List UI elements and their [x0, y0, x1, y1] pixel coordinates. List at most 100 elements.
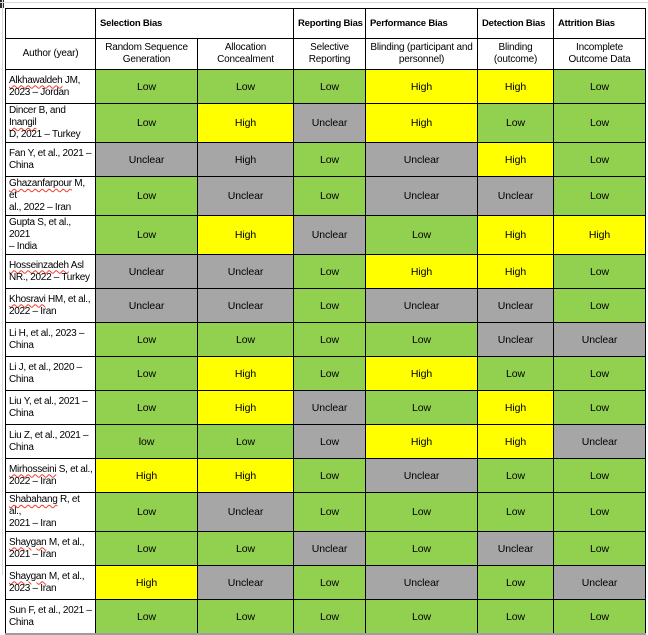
- risk-cell-low: Low: [197, 424, 294, 459]
- misspelled-word: Shabahang: [9, 494, 58, 505]
- misspelled-word: Khosravi: [9, 293, 46, 305]
- risk-cell-high: High: [95, 565, 198, 600]
- misspelled-word: Mirhosseini: [9, 463, 57, 475]
- misspelled-word: Alkhawaldeh: [9, 74, 63, 86]
- risk-cell-high: High: [477, 254, 554, 289]
- risk-cell-unclear: Unclear: [477, 322, 554, 357]
- author-text: R, et al., 2021 – Iran: [9, 494, 80, 529]
- table-row: Shaygan M, et al., 2023 – Iran High Unclea…: [5, 565, 646, 600]
- author-text: M, et al., 2022 – Iran: [9, 178, 85, 213]
- risk-cell-low: Low: [553, 356, 646, 391]
- risk-cell-unclear: Unclear: [553, 565, 646, 600]
- risk-cell-low: Low: [553, 531, 646, 566]
- risk-cell-low: Low: [553, 103, 646, 143]
- risk-cell-low: Low: [95, 356, 198, 391]
- column-header-incomplete-outcome-data: Incomplete Outcome Data: [553, 38, 646, 70]
- risk-cell-low: Low: [553, 176, 646, 216]
- table-row: Fan Y, et al., 2021 – China Unclear High Lo…: [5, 142, 646, 177]
- risk-cell-low: Low: [293, 424, 366, 459]
- risk-cell-low: Low: [95, 599, 198, 635]
- risk-cell-unclear: Unclear: [95, 254, 198, 289]
- risk-cell-low: Low: [293, 288, 366, 323]
- risk-cell-low: Low: [365, 322, 478, 357]
- table-row: Li H, et al., 2023 – China Low Low Low Low Un…: [5, 322, 646, 357]
- misspelled-word: Hosseinzadeh: [9, 259, 69, 271]
- group-attrition-bias: Attrition Bias: [553, 8, 646, 39]
- risk-cell-unclear: Unclear: [365, 565, 478, 600]
- risk-cell-low: Low: [293, 142, 366, 177]
- risk-cell-low: Low: [293, 565, 366, 600]
- risk-cell-high: High: [477, 215, 554, 255]
- risk-cell-unclear: Unclear: [477, 176, 554, 216]
- author-text: JM, 2023 – Jordan: [9, 74, 81, 98]
- risk-cell-low: Low: [365, 215, 478, 255]
- risk-cell-unclear: Unclear: [365, 142, 478, 177]
- author-cell: Dincer B, and Inangil D, 2021 – Turkey: [5, 103, 96, 143]
- group-detection-bias: Detection Bias: [477, 8, 554, 39]
- author-text: Asl NR., 2022 – Turkey: [9, 259, 90, 283]
- risk-cell-low: Low: [553, 288, 646, 323]
- risk-cell-high: High: [95, 458, 198, 493]
- risk-cell-high: High: [365, 103, 478, 143]
- author-text: Li H, et al., 2023 – China: [9, 327, 85, 351]
- author-text: Li J, et al., 2020 – China: [9, 361, 82, 385]
- risk-cell-unclear: Unclear: [293, 215, 366, 255]
- risk-cell-low: Low: [553, 390, 646, 425]
- table-row: Hosseinzadeh Asl NR., 2022 – Turkey Uncle…: [5, 254, 646, 289]
- risk-cell-unclear: Unclear: [197, 565, 294, 600]
- author-cell: Mirhosseini S, et al., 2022 – Iran: [5, 458, 96, 493]
- author-cell: Gupta S, et al., 2021 – India: [5, 215, 96, 255]
- risk-cell-high: High: [477, 390, 554, 425]
- risk-cell-low: Low: [477, 565, 554, 600]
- risk-cell-unclear: Unclear: [477, 288, 554, 323]
- risk-cell-low: Low: [553, 142, 646, 177]
- risk-cell-high: High: [197, 458, 294, 493]
- table-body: Alkhawaldeh JM, 2023 – Jordan Low Low Low Hi…: [5, 69, 646, 635]
- risk-cell-low: Low: [477, 103, 554, 143]
- author-cell: Alkhawaldeh JM, 2023 – Jordan: [5, 69, 96, 104]
- risk-cell-unclear: Unclear: [293, 531, 366, 566]
- risk-cell-unclear: Unclear: [365, 458, 478, 493]
- risk-cell-high: High: [197, 390, 294, 425]
- risk-cell-low: Low: [95, 215, 198, 255]
- author-cell: Ghazanfarpour M, et al., 2022 – Iran: [5, 176, 96, 216]
- author-year-header: Author (year): [5, 38, 96, 70]
- risk-cell-low: Low: [365, 492, 478, 532]
- risk-cell-high: High: [365, 356, 478, 391]
- risk-cell-unclear: Unclear: [293, 390, 366, 425]
- risk-cell-low: Low: [477, 458, 554, 493]
- author-text: M, et al., 2021 – Iran: [9, 536, 85, 560]
- author-text: D, 2021 – Turkey: [9, 129, 81, 140]
- risk-cell-high: High: [365, 69, 478, 104]
- author-text: Liu Z, et al., 2021 – China: [9, 429, 89, 453]
- risk-cell-low: Low: [197, 599, 294, 635]
- page-edge-top: [0, 2, 648, 3]
- risk-cell-unclear: Unclear: [553, 424, 646, 459]
- risk-cell-unclear: Unclear: [95, 142, 198, 177]
- table-row: Dincer B, and Inangil D, 2021 – Turkey Lo…: [5, 103, 646, 143]
- table-row: Alkhawaldeh JM, 2023 – Jordan Low Low Low Hi…: [5, 69, 646, 104]
- group-selection-bias: Selection Bias: [95, 8, 294, 39]
- risk-cell-low: Low: [95, 69, 198, 104]
- risk-cell-high: High: [553, 215, 646, 255]
- risk-cell-unclear: Unclear: [95, 288, 198, 323]
- table-row: Mirhosseini S, et al., 2022 – Iran High Hi…: [5, 458, 646, 493]
- table-row: Khosravi HM, et al., 2022 – Iran Unclear U…: [5, 288, 646, 323]
- table-row: Liu Y, et al., 2021 – China Low High Unclea…: [5, 390, 646, 425]
- author-cell: Liu Y, et al., 2021 – China: [5, 390, 96, 425]
- risk-cell-high: High: [197, 215, 294, 255]
- risk-cell-low: Low: [477, 599, 554, 635]
- risk-cell-high: High: [197, 356, 294, 391]
- author-text: Liu Y, et al., 2021 – China: [9, 395, 88, 419]
- table-row: Liu Z, et al., 2021 – China low Low Low High…: [5, 424, 646, 459]
- risk-cell-low: Low: [553, 254, 646, 289]
- risk-cell-unclear: Unclear: [293, 103, 366, 143]
- misspelled-word: Ghazanfarpour: [9, 178, 72, 189]
- risk-cell-low: Low: [95, 390, 198, 425]
- risk-cell-low: low: [95, 424, 198, 459]
- risk-cell-unclear: Unclear: [197, 492, 294, 532]
- table-row: Gupta S, et al., 2021 – India Low High Uncl…: [5, 215, 646, 255]
- risk-cell-low: Low: [365, 599, 478, 635]
- risk-cell-low: Low: [95, 103, 198, 143]
- risk-cell-low: Low: [553, 492, 646, 532]
